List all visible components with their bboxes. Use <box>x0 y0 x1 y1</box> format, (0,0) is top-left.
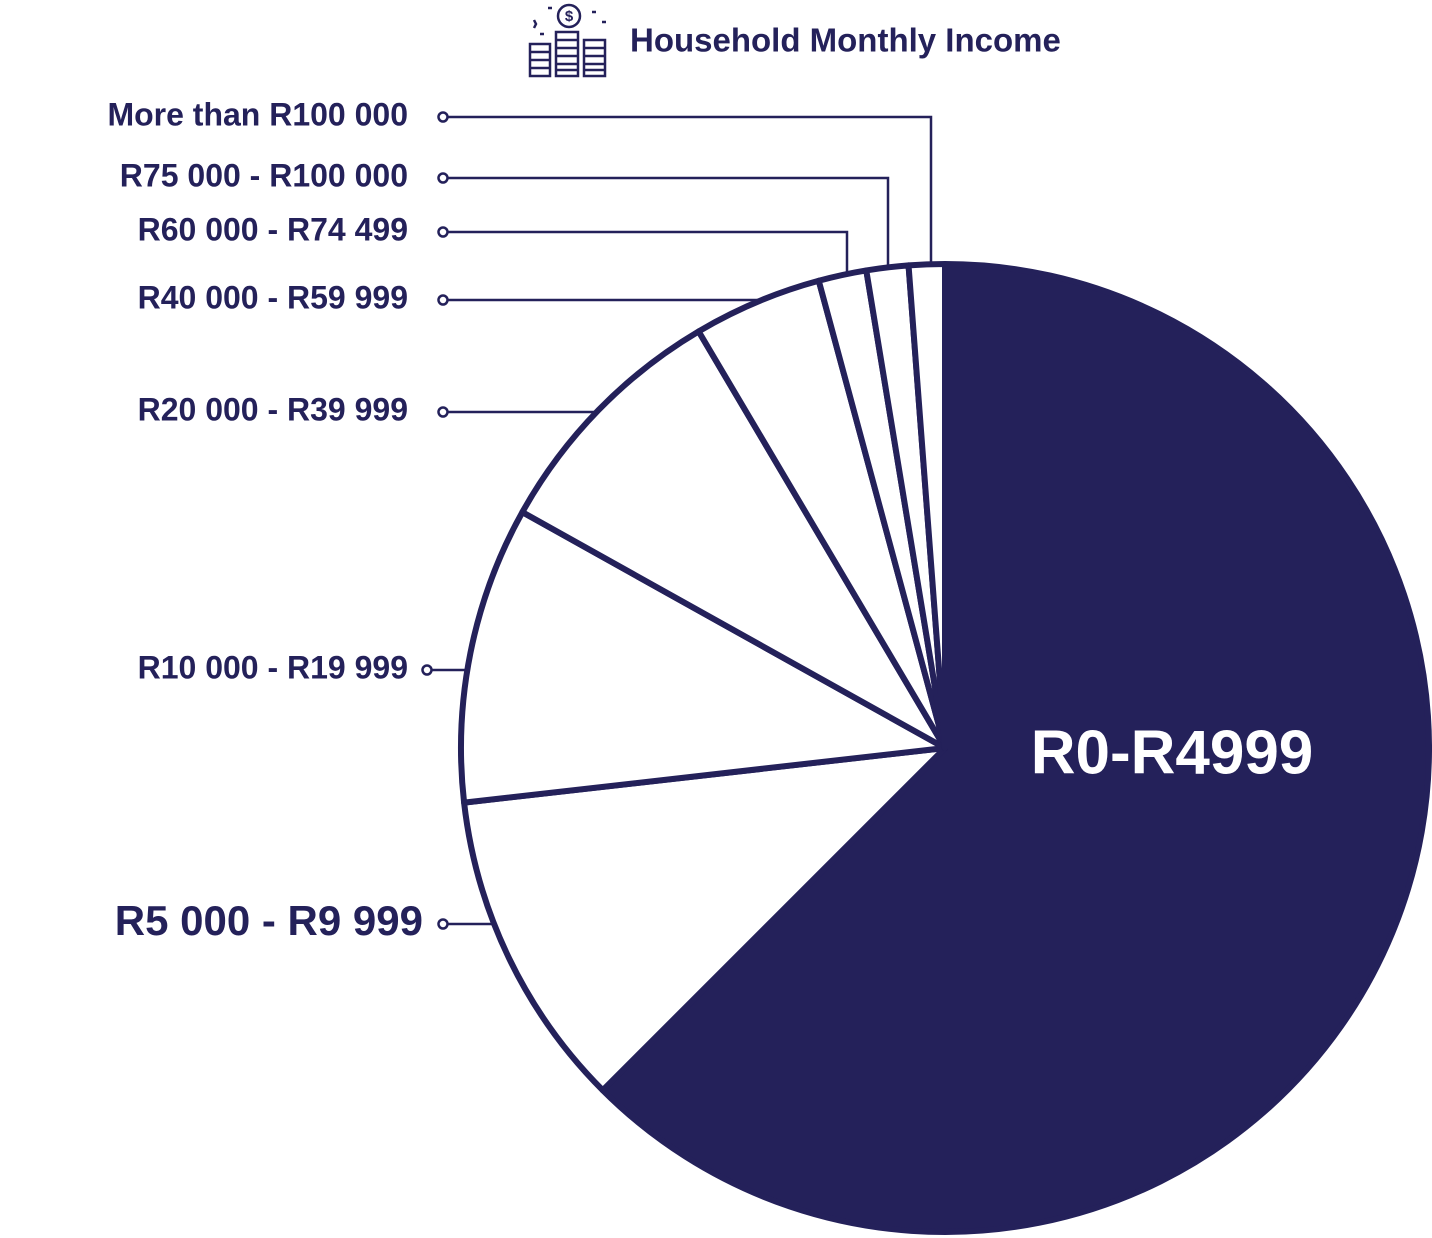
leader-dot <box>437 226 449 238</box>
pie-slice <box>461 745 948 1094</box>
pie-slice <box>458 509 948 806</box>
slice-label: R40 000 - R59 999 <box>138 279 408 315</box>
slice-label: R60 000 - R74 499 <box>138 211 408 247</box>
leader-dot <box>437 111 449 123</box>
svg-text:$: $ <box>565 8 574 25</box>
leader-line <box>447 176 890 268</box>
leader-dot <box>437 294 449 306</box>
slice-label: R10 000 - R19 999 <box>138 649 408 685</box>
leader-line <box>447 115 933 265</box>
pie-slice <box>599 261 1432 1235</box>
slice-label: R75 000 - R100 000 <box>120 157 408 193</box>
leader-dot <box>437 918 449 930</box>
leader-dot <box>437 172 449 184</box>
slice-label: R20 000 - R39 999 <box>138 391 408 427</box>
pie-slice <box>519 328 948 751</box>
slice-label: More than R100 000 <box>107 96 408 132</box>
chart-title: Household Monthly Income <box>630 22 1061 59</box>
slice-label: R5 000 - R9 999 <box>115 897 423 944</box>
leader-dot <box>437 406 449 418</box>
leader-dot <box>421 664 433 676</box>
leader-line <box>447 230 849 275</box>
slice-label: R0-R4999 <box>1031 718 1314 787</box>
pie-slice <box>905 261 948 751</box>
title-icon: $ <box>528 3 607 78</box>
